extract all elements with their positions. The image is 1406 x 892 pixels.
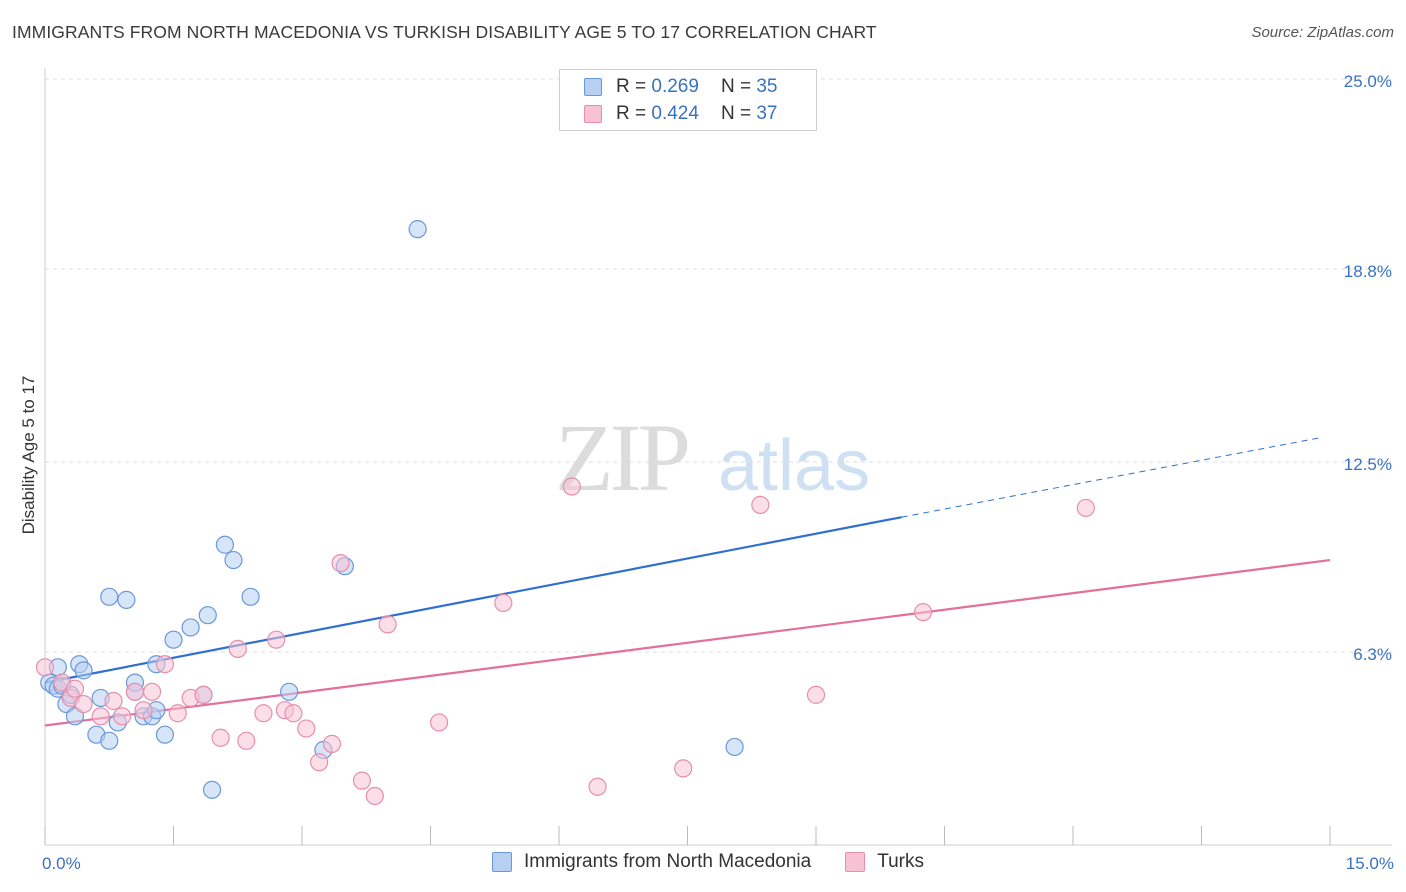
trend-line-north-macedonia-extension [901, 436, 1322, 518]
data-point-turks [104, 691, 123, 711]
data-point-turks [168, 704, 187, 723]
series-legend-north-macedonia[interactable]: Immigrants from North Macedonia [492, 851, 811, 873]
data-point-turks [751, 495, 770, 514]
data-point-turks [237, 731, 256, 750]
data-point-turks [254, 704, 273, 723]
data-point-turks [74, 694, 93, 714]
data-point-turks [134, 701, 153, 720]
data-point-north-macedonia [164, 630, 183, 649]
data-point-north-macedonia [725, 737, 744, 757]
data-point-turks [194, 685, 213, 704]
series-swatch-pink [845, 852, 866, 872]
series-swatch-blue [492, 852, 512, 872]
data-point-turks [913, 603, 933, 622]
data-point-turks [352, 771, 372, 790]
data-point-turks [65, 679, 85, 698]
legend-row-turks: R = 0.424 N = 37 [584, 102, 777, 126]
data-point-north-macedonia [100, 587, 119, 606]
data-point-turks [125, 682, 145, 701]
data-point-turks [267, 630, 286, 649]
data-point-north-macedonia [224, 550, 243, 570]
data-point-north-macedonia [202, 780, 222, 799]
legend-swatch-pink [584, 105, 602, 123]
data-point-turks [562, 477, 581, 496]
legend-n-label: N = [720, 76, 752, 97]
data-point-north-macedonia [408, 220, 427, 239]
data-point-turks [297, 719, 316, 738]
trend-lines [44, 436, 1331, 727]
tick-labels: 6.3% 12.5% 18.8% 25.0% 0.0% 15.0% [42, 72, 1394, 873]
series-legend-label: Turks [877, 851, 925, 872]
data-point-turks [112, 707, 132, 726]
data-points [35, 220, 1095, 806]
chart-title: IMMIGRANTS FROM NORTH MACEDONIA VS TURKI… [12, 22, 877, 42]
data-point-north-macedonia [155, 725, 175, 744]
watermark-atlas: atlas [718, 426, 870, 506]
data-point-north-macedonia [280, 682, 299, 701]
legend-r-label: R = [616, 76, 647, 97]
data-point-turks [494, 593, 513, 613]
correlation-legend: R = 0.269 N = 35 R = 0.424 N = 37 [559, 69, 817, 131]
data-point-turks [1076, 498, 1095, 518]
data-point-turks [331, 554, 350, 573]
data-point-turks [588, 777, 607, 796]
data-point-north-macedonia [198, 606, 217, 625]
data-point-turks [155, 655, 175, 674]
data-point-turks [284, 704, 303, 723]
data-point-north-macedonia [117, 590, 136, 609]
data-point-turks [806, 685, 826, 704]
y-tick-label: 12.5% [1344, 455, 1392, 474]
legend-r-value: 0.269 [651, 76, 699, 97]
series-legend-label: Immigrants from North Macedonia [524, 851, 812, 872]
legend-r-label: R = [616, 103, 647, 124]
x-tick-label: 0.0% [42, 854, 81, 873]
data-point-turks [674, 759, 693, 778]
legend-n-value: 37 [756, 103, 778, 124]
series-legend-turks[interactable]: Turks [845, 851, 924, 873]
legend-r-value: 0.424 [651, 103, 699, 124]
data-point-turks [365, 786, 384, 806]
data-point-turks [211, 728, 230, 747]
watermark: ZIP atlas [555, 404, 870, 511]
y-tick-label: 6.3% [1353, 645, 1392, 664]
data-point-turks [378, 615, 397, 634]
data-point-turks [91, 707, 110, 726]
x-tick-label: 15.0% [1346, 854, 1394, 873]
data-point-turks [310, 753, 329, 772]
data-point-turks [228, 639, 247, 659]
y-tick-label: 25.0% [1344, 72, 1392, 91]
trend-line-turks [44, 558, 1331, 727]
legend-n-value: 35 [756, 76, 778, 97]
data-point-turks [35, 658, 55, 677]
series-legend: Immigrants from North Macedonia Turks [492, 851, 958, 873]
y-tick-label: 18.8% [1344, 262, 1392, 281]
data-point-north-macedonia [241, 587, 260, 606]
data-point-north-macedonia [74, 661, 93, 680]
chart-source: Source: ZipAtlas.com [1251, 24, 1394, 41]
trend-line-north-macedonia [44, 516, 902, 684]
data-point-turks [142, 682, 162, 701]
axes [44, 68, 1392, 846]
data-point-turks [429, 713, 449, 732]
data-point-north-macedonia [100, 731, 119, 750]
legend-row-north-macedonia: R = 0.269 N = 35 [584, 75, 777, 99]
legend-n-label: N = [720, 103, 752, 124]
y-axis-label: Disability Age 5 to 17 [19, 376, 38, 535]
data-point-turks [322, 734, 342, 753]
data-point-north-macedonia [215, 535, 234, 554]
data-point-north-macedonia [181, 618, 200, 637]
grid-lines [45, 78, 1392, 653]
legend-swatch-blue [584, 78, 602, 96]
